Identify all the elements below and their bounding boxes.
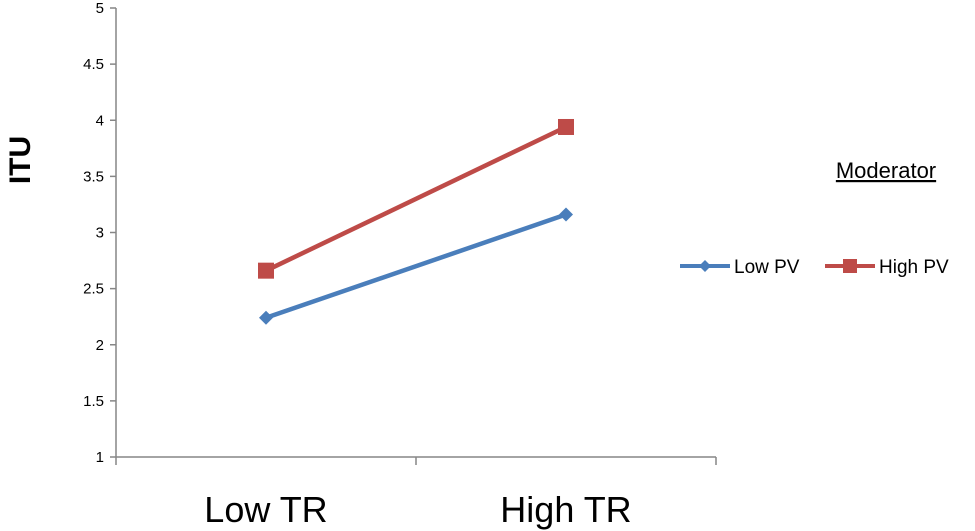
x-axis: Low TR High TR bbox=[115, 456, 717, 530]
legend-item: Low PV bbox=[680, 257, 800, 278]
y-tick-label: 3 bbox=[96, 225, 104, 242]
data-point bbox=[559, 207, 573, 222]
x-category-label: Low TR bbox=[204, 489, 327, 530]
y-tick-label: 4.5 bbox=[83, 56, 104, 73]
y-tick-label: 2.5 bbox=[83, 281, 104, 298]
y-axis: 1 1.5 2 2.5 3 3.5 4 4.5 5 bbox=[83, 0, 117, 466]
y-axis-label: ITU bbox=[4, 136, 37, 184]
y-tick-label: 3.5 bbox=[83, 168, 104, 185]
legend-label: High PV bbox=[879, 257, 949, 278]
legend-title: Moderator bbox=[836, 158, 936, 183]
y-tick-label: 5 bbox=[96, 0, 104, 17]
series-line bbox=[265, 212, 567, 320]
series-layer bbox=[258, 118, 574, 325]
series-low-pv bbox=[259, 207, 573, 325]
y-tick-label: 1 bbox=[96, 449, 104, 466]
data-point bbox=[258, 262, 274, 279]
legend: Moderator Low PV High PV bbox=[680, 158, 949, 278]
y-tick-label: 4 bbox=[96, 112, 104, 129]
data-point bbox=[558, 118, 574, 135]
series-high-pv bbox=[258, 118, 574, 279]
legend-swatch-marker bbox=[699, 260, 711, 272]
series-line bbox=[265, 124, 567, 273]
legend-item: High PV bbox=[825, 257, 949, 278]
y-tick-label: 1.5 bbox=[83, 393, 104, 410]
legend-label: Low PV bbox=[734, 257, 800, 278]
x-category-label: High TR bbox=[500, 489, 631, 530]
data-point bbox=[259, 310, 273, 325]
y-tick-label: 2 bbox=[96, 337, 104, 354]
legend-swatch-marker bbox=[843, 259, 857, 273]
